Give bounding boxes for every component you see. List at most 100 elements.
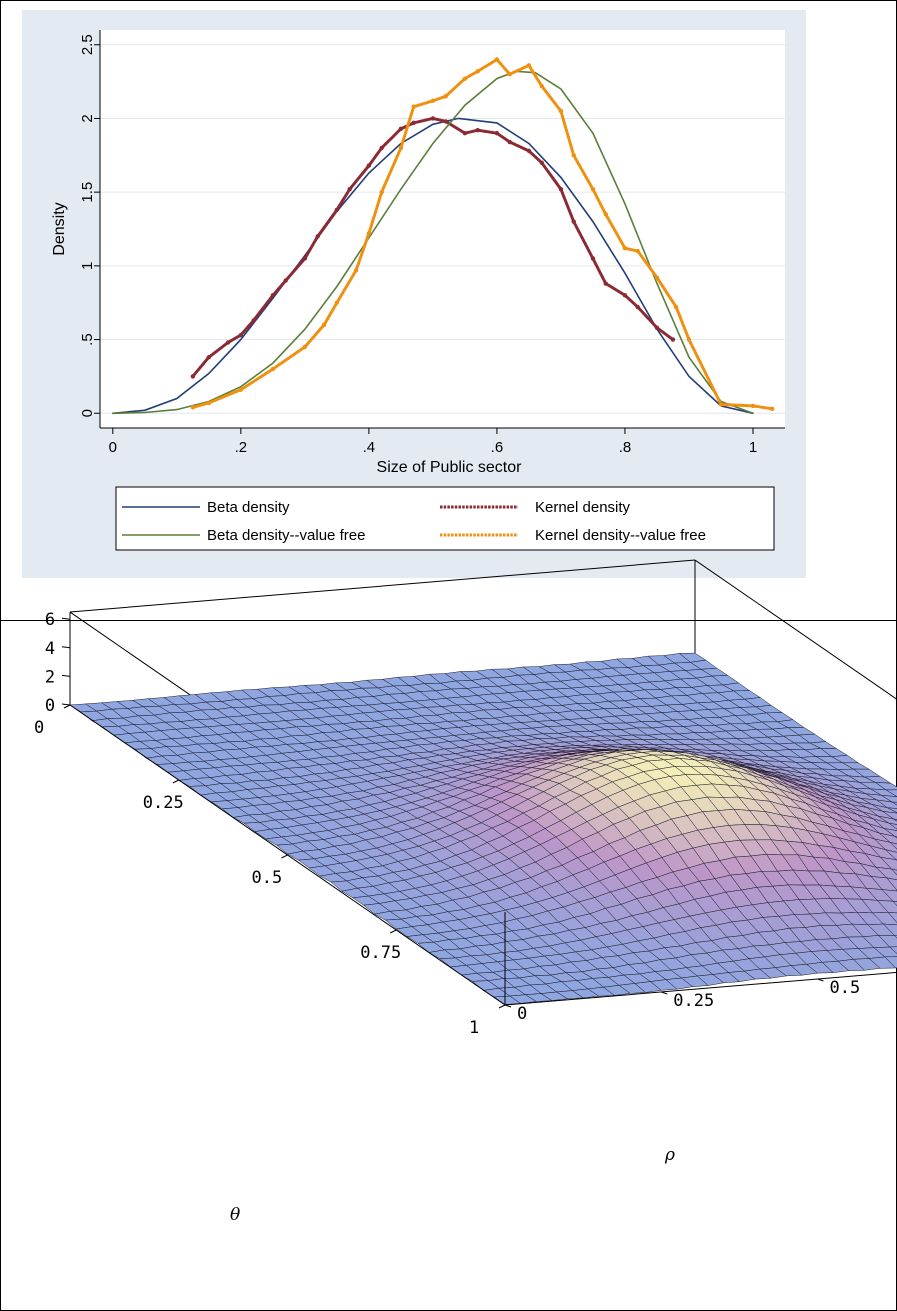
x-tick-label: .8 [619, 439, 632, 456]
theta-tick-label: 0.75 [360, 943, 401, 963]
series-point [622, 293, 628, 298]
series-point [622, 245, 628, 251]
legend-label-beta-value-free: Beta density--value free [207, 527, 365, 544]
rho-tick-mark [661, 991, 668, 995]
series-point [270, 366, 276, 372]
series-point [507, 72, 512, 77]
series-point [571, 153, 576, 158]
legend: Beta density Kernel density Beta density… [115, 486, 775, 551]
series-point [206, 355, 212, 360]
series-point [526, 63, 532, 68]
y-tick-label: 1 [79, 262, 96, 270]
series-layer [112, 57, 775, 415]
series-point [769, 406, 775, 412]
legend-label-kernel: Kernel density [535, 499, 631, 516]
series-point [379, 189, 384, 195]
theta-tick-mark [172, 779, 179, 784]
series-point [673, 304, 679, 310]
theta-tick-label: 1 [469, 1018, 479, 1038]
theta-tick-mark [63, 704, 71, 709]
series-point [366, 163, 372, 168]
theta-tick-mark [281, 854, 288, 859]
series-point [430, 116, 436, 121]
density-chart: 0 .2 .4 .6 .8 1 0 .5 1 1.5 2 2.5 Size of Public se… [22, 10, 806, 578]
series-point [539, 160, 544, 165]
series-point [443, 119, 448, 124]
rho-tick-label: 0.25 [673, 991, 714, 1011]
z-tick-mark [61, 646, 71, 649]
series-point [494, 130, 500, 136]
series-point [411, 120, 416, 126]
series-point [398, 126, 404, 131]
series-point [590, 256, 596, 261]
series-point [206, 400, 212, 406]
y-tick-label: .5 [79, 333, 96, 346]
z-tick-mark [61, 674, 71, 677]
x-tick-label: .4 [363, 439, 376, 456]
legend-box [115, 486, 775, 551]
series-point [238, 332, 244, 338]
x-axis-label: Size of Public sector [377, 459, 523, 476]
theta-tick-label: 0 [34, 718, 44, 738]
series-point [270, 293, 276, 298]
legend-label-kernel-value-free: Kernel density--value free [535, 527, 706, 544]
x-tick-label: .6 [491, 439, 504, 456]
series-point [347, 187, 352, 192]
series-line-2 [112, 70, 754, 415]
series-point [302, 344, 308, 350]
series-point [302, 256, 308, 261]
series-point [603, 281, 608, 286]
series-point [635, 248, 640, 254]
theta-tick-mark [498, 1004, 506, 1009]
series-point [315, 234, 320, 239]
theta-tick-label: 0.25 [143, 793, 184, 813]
z-tick-mark [61, 703, 71, 706]
theta-axis-label: θ [230, 1205, 240, 1225]
surface-axis-ticks: 000.250.250.50.50.750.75110246 [34, 610, 861, 1038]
series-point [558, 108, 564, 114]
series-point [654, 275, 660, 280]
panel-divider [0, 620, 897, 621]
rho-axis-label: ρ [664, 1145, 675, 1165]
series-line-0 [112, 117, 754, 415]
series-point [251, 318, 256, 323]
rho-tick-mark [817, 978, 824, 982]
series-point [507, 139, 512, 145]
series-point [635, 304, 640, 310]
series-line-3 [191, 57, 774, 411]
z-tick-label: 2 [45, 667, 55, 687]
y-axis-label: Density [51, 202, 68, 255]
theta-tick-label: 0.5 [252, 868, 283, 888]
series-point [539, 83, 544, 89]
rho-tick-label: 0.5 [830, 978, 861, 998]
theta-tick-mark [390, 929, 397, 934]
series-point [238, 387, 244, 392]
series-point [462, 76, 468, 81]
box-edge [69, 559, 696, 613]
y-tick-label: 0 [79, 409, 96, 417]
series-point [443, 94, 448, 99]
z-tick-label: 4 [45, 639, 55, 659]
z-tick-mark [61, 617, 71, 620]
series-point [590, 187, 596, 192]
series-point [475, 69, 480, 74]
series-point [462, 130, 468, 136]
series-point [603, 212, 608, 217]
series-point [494, 57, 500, 62]
series-point [670, 337, 676, 342]
surface-mesh [69, 652, 897, 1005]
legend-label-beta: Beta density [207, 499, 290, 516]
series-point [334, 300, 340, 305]
y-tick-label: 1.5 [79, 182, 96, 203]
z-tick-label: 0 [45, 696, 55, 716]
gridlines [100, 44, 785, 414]
series-point [475, 128, 480, 133]
series-point [190, 374, 196, 379]
y-tick-label: 2.5 [79, 34, 96, 55]
z-tick-label: 6 [45, 610, 55, 630]
x-tick-label: .2 [235, 439, 248, 456]
series-point [334, 207, 340, 213]
series-point [571, 219, 576, 224]
rho-tick-mark [504, 1004, 512, 1008]
